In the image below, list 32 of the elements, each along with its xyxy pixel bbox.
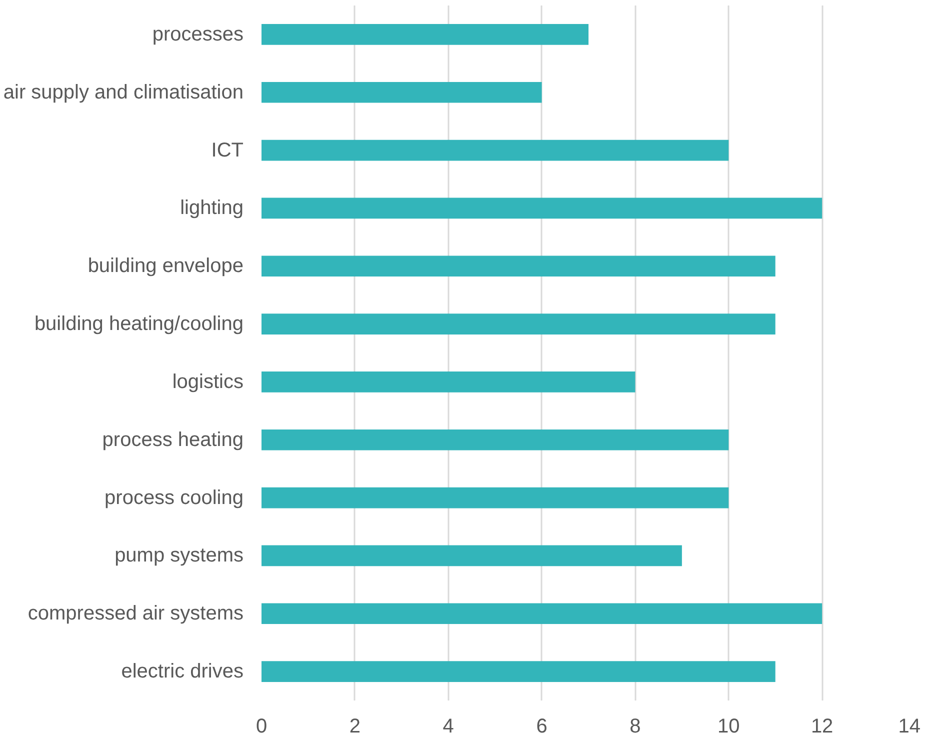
y-tick-label: pump systems — [114, 544, 244, 567]
bar — [262, 487, 729, 508]
bar — [262, 256, 776, 277]
y-tick-label: process heating — [102, 428, 244, 451]
y-tick-label: electric drives — [121, 660, 244, 683]
y-tick-label: processes — [152, 23, 244, 46]
x-tick-label: 10 — [718, 716, 740, 738]
y-tick-label: ICT — [211, 139, 244, 162]
bar — [262, 314, 776, 334]
bar — [262, 372, 636, 392]
x-tick-label: 4 — [442, 716, 454, 738]
y-tick-label: building heating/cooling — [34, 313, 244, 336]
x-tick-label: 6 — [536, 716, 548, 738]
y-tick-label: lighting — [180, 197, 244, 220]
y-tick-label: logistics — [172, 370, 244, 393]
x-tick-label: 2 — [349, 716, 360, 738]
y-tick-label: process cooling — [104, 486, 244, 509]
y-tick-label: air supply and climatisation — [3, 81, 244, 104]
x-tick-label: 8 — [630, 716, 641, 738]
bar — [262, 82, 542, 103]
x-tick-label: 0 — [256, 716, 268, 738]
bar — [262, 545, 682, 566]
y-tick-label: compressed air systems — [28, 602, 244, 625]
x-tick-label: 12 — [810, 716, 834, 738]
bar — [262, 24, 588, 45]
y-tick-label: building envelope — [88, 255, 244, 278]
bar — [262, 603, 822, 624]
bar — [262, 140, 729, 161]
x-tick-label: 14 — [898, 716, 921, 738]
bar — [262, 429, 729, 450]
bar — [262, 198, 822, 219]
bar — [262, 661, 776, 682]
